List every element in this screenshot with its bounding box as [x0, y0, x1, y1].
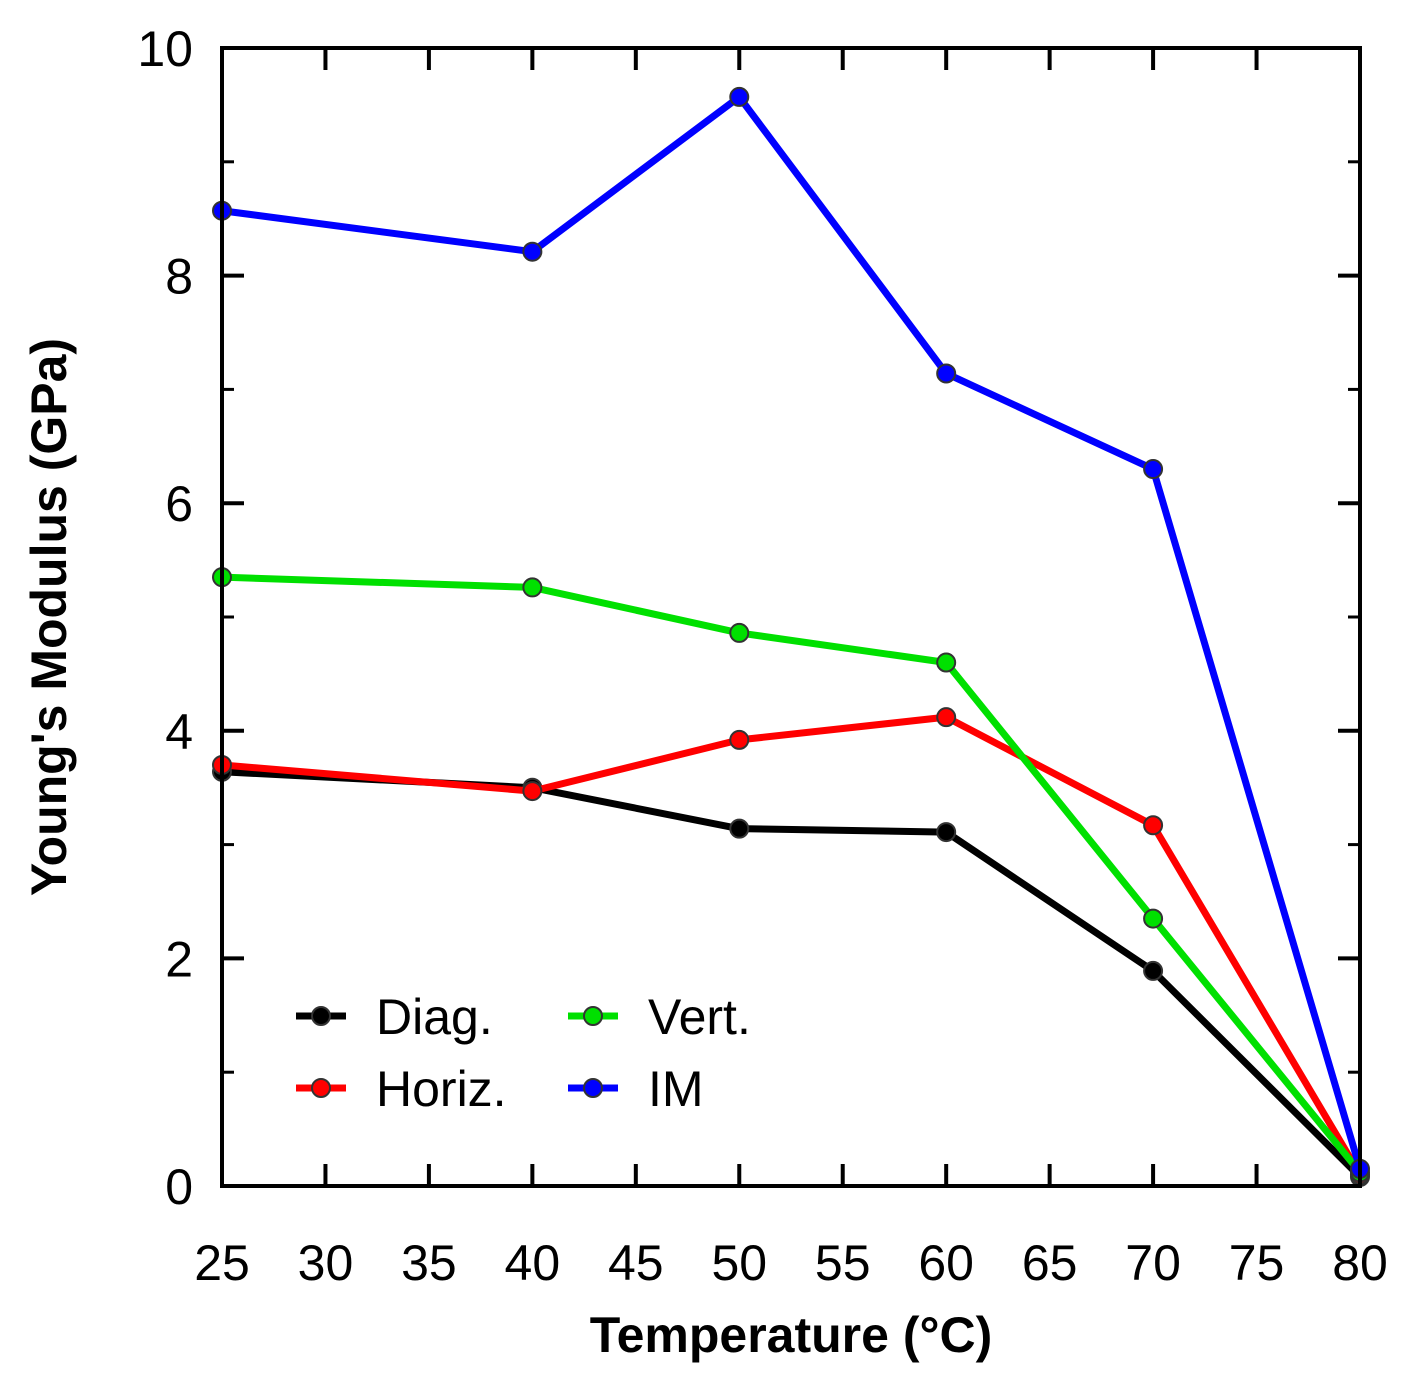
- x-axis-title: Temperature (°C): [590, 1307, 992, 1363]
- legend-swatch-marker: [311, 1078, 331, 1098]
- y-tick-label: 6: [165, 476, 193, 532]
- x-tick-label: 45: [608, 1235, 664, 1291]
- data-point-im: [936, 363, 957, 384]
- series-im: [212, 86, 1370, 1179]
- legend-item-vert: Vert.: [568, 989, 751, 1045]
- y-tick-label: 8: [165, 249, 193, 305]
- data-point-vert: [936, 652, 957, 673]
- x-tick-label: 60: [918, 1235, 974, 1291]
- x-tick-label: 80: [1332, 1235, 1388, 1291]
- x-tick-label: 55: [815, 1235, 871, 1291]
- series-line-horiz: [221, 713, 1364, 1177]
- y-axis-title: Young's Modulus (GPa): [21, 338, 77, 896]
- data-point-diag: [1143, 960, 1164, 981]
- legend-item-diag: Diag.: [296, 989, 493, 1045]
- plot-frame: [220, 46, 1362, 1188]
- data-point-im: [729, 86, 750, 107]
- y-tick-label: 0: [165, 1159, 193, 1215]
- legend-item-im: IM: [568, 1061, 704, 1117]
- data-point-diag: [729, 818, 750, 839]
- legend-swatch-marker: [583, 1078, 603, 1098]
- x-tick-label: 50: [711, 1235, 767, 1291]
- data-point-vert: [729, 622, 750, 643]
- x-tick-label: 75: [1229, 1235, 1285, 1291]
- x-tick-label: 25: [194, 1235, 250, 1291]
- legend-label: Diag.: [376, 989, 493, 1045]
- series-vert: [212, 567, 1370, 1183]
- data-point-diag: [936, 822, 957, 843]
- tick-labels: 25 30 35 40 45 50 55 60 65 70 75 80 0 2 4 6 8 10: [137, 21, 1387, 1291]
- legend-label: IM: [648, 1061, 704, 1117]
- legend-swatch-marker: [311, 1006, 331, 1026]
- data-point-horiz: [1143, 815, 1164, 836]
- y-tick-label: 10: [137, 21, 193, 77]
- x-tick-label: 35: [401, 1235, 457, 1291]
- data-point-horiz: [936, 707, 957, 728]
- legend-label: Vert.: [648, 989, 751, 1045]
- legend-label: Horiz.: [376, 1061, 507, 1117]
- legend: Diag. Horiz. Vert. IM: [296, 989, 751, 1117]
- y-tick-label: 4: [165, 704, 193, 760]
- data-point-im: [1143, 459, 1164, 480]
- x-tick-label: 70: [1125, 1235, 1181, 1291]
- x-tick-label: 30: [298, 1235, 354, 1291]
- data-point-vert: [522, 577, 543, 598]
- data-point-horiz: [522, 781, 543, 802]
- data-point-im: [522, 241, 543, 262]
- x-tick-label: 40: [505, 1235, 561, 1291]
- data-point-horiz: [729, 729, 750, 750]
- legend-item-horiz: Horiz.: [296, 1061, 507, 1117]
- y-tick-label: 2: [165, 931, 193, 987]
- x-tick-label: 65: [1022, 1235, 1078, 1291]
- series-line-im: [221, 93, 1364, 1170]
- legend-swatch-marker: [583, 1006, 603, 1026]
- series-line-vert: [221, 573, 1363, 1175]
- data-point-vert: [1143, 908, 1164, 929]
